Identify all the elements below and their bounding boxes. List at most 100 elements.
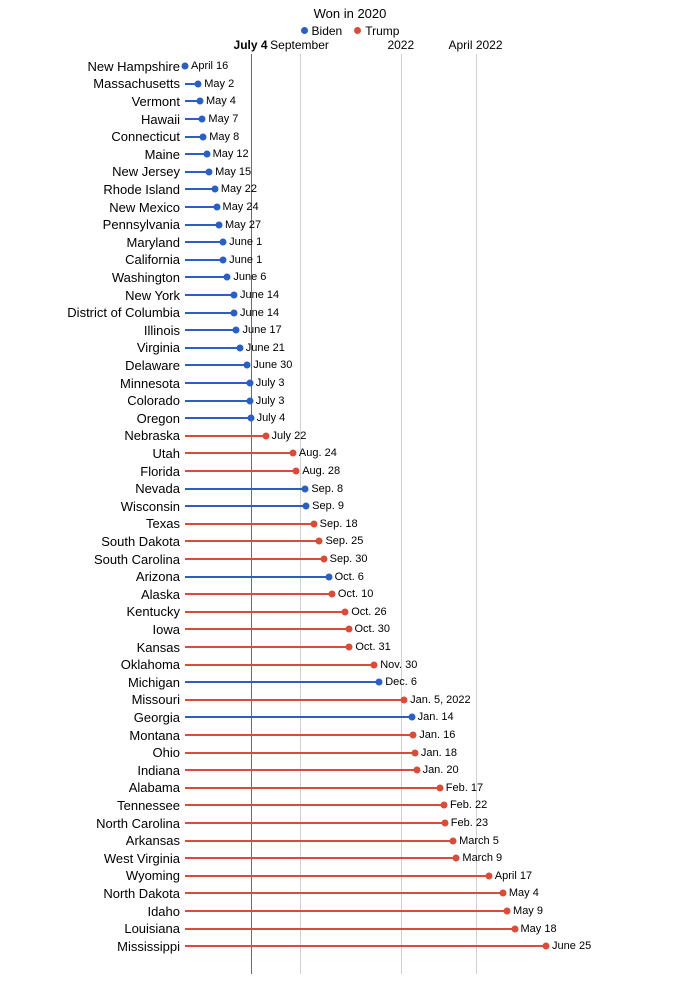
data-row: GeorgiaJan. 14	[0, 709, 700, 727]
state-label: Texas	[146, 516, 180, 531]
data-row: New MexicoMay 24	[0, 198, 700, 216]
data-point-dot	[230, 292, 237, 299]
state-label: New Jersey	[112, 164, 180, 179]
state-label: Michigan	[128, 675, 180, 690]
bar	[185, 910, 507, 912]
data-point-dot	[303, 503, 310, 510]
bar	[185, 329, 236, 331]
data-point-dot	[499, 890, 506, 897]
date-label: Feb. 17	[446, 782, 483, 794]
data-row: FloridaAug. 28	[0, 462, 700, 480]
state-label: Alabama	[129, 780, 180, 795]
date-label: June 30	[253, 359, 292, 371]
data-point-dot	[199, 116, 206, 123]
state-label: Arizona	[136, 569, 180, 584]
bar	[185, 840, 453, 842]
data-point-dot	[408, 714, 415, 721]
state-label: California	[125, 252, 180, 267]
bar	[185, 628, 349, 630]
data-row: KentuckyOct. 26	[0, 603, 700, 621]
chart-container: Won in 2020 Biden Trump July 4September20…	[0, 0, 700, 991]
bar	[185, 347, 240, 349]
bar	[185, 576, 329, 578]
data-row: TexasSep. 18	[0, 515, 700, 533]
date-label: Dec. 6	[385, 676, 417, 688]
data-point-dot	[302, 485, 309, 492]
date-label: Jan. 20	[423, 764, 459, 776]
data-row: South DakotaSep. 25	[0, 533, 700, 551]
data-row: IowaOct. 30	[0, 621, 700, 639]
chart-title: Won in 2020	[0, 0, 700, 21]
data-row: Michigan Dec. 6	[0, 674, 700, 692]
date-label: June 17	[242, 324, 281, 336]
axis-label: April 2022	[448, 38, 502, 52]
data-point-dot	[310, 520, 317, 527]
state-label: Florida	[140, 464, 180, 479]
date-label: Jan. 5, 2022	[410, 694, 471, 706]
date-label: July 22	[272, 430, 307, 442]
data-row: New HampshireApril 16	[0, 58, 700, 76]
data-point-dot	[436, 784, 443, 791]
data-point-dot	[200, 133, 207, 140]
bar	[185, 769, 417, 771]
legend-label: Trump	[365, 24, 399, 38]
data-point-dot	[543, 943, 550, 950]
data-point-dot	[213, 204, 220, 211]
state-label: Oregon	[137, 411, 180, 426]
date-label: Oct. 30	[355, 623, 390, 635]
data-point-dot	[342, 608, 349, 615]
data-row: WyomingApril 17	[0, 867, 700, 885]
date-label: Sep. 30	[330, 553, 368, 565]
data-row: District of ColumbiaJune 14	[0, 304, 700, 322]
data-row: MarylandJune 1	[0, 234, 700, 252]
bar	[185, 241, 223, 243]
data-point-dot	[316, 538, 323, 545]
data-point-dot	[511, 925, 518, 932]
date-label: July 3	[256, 395, 285, 407]
state-label: Pennsylvania	[103, 217, 180, 232]
state-label: Wisconsin	[121, 499, 180, 514]
date-label: Feb. 23	[451, 817, 488, 829]
state-label: Idaho	[147, 904, 180, 919]
data-point-dot	[325, 573, 332, 580]
state-label: Montana	[129, 728, 180, 743]
legend: Biden Trump	[0, 21, 700, 38]
state-label: Mississippi	[117, 939, 180, 954]
data-row: ArkansasMarch 5	[0, 832, 700, 850]
state-label: Indiana	[137, 763, 180, 778]
date-label: May 9	[513, 905, 543, 917]
state-label: Nebraska	[124, 428, 180, 443]
state-label: Nevada	[135, 481, 180, 496]
date-label: Oct. 6	[335, 571, 364, 583]
data-row: AlaskaOct. 10	[0, 586, 700, 604]
state-label: Hawaii	[141, 112, 180, 127]
data-row: New YorkJune 14	[0, 286, 700, 304]
data-point-dot	[247, 415, 254, 422]
bar	[185, 294, 234, 296]
plot-area: July 4September2022April 2022New Hampshi…	[0, 44, 700, 984]
data-point-dot	[410, 732, 417, 739]
date-label: Aug. 24	[299, 447, 337, 459]
bar	[185, 681, 379, 683]
date-label: June 25	[552, 940, 591, 952]
date-label: July 4	[257, 412, 286, 424]
state-label: Wyoming	[126, 868, 180, 883]
date-label: June 14	[240, 307, 279, 319]
data-point-dot	[230, 309, 237, 316]
data-point-dot	[195, 80, 202, 87]
date-label: Jan. 16	[419, 729, 455, 741]
bar	[185, 364, 247, 366]
data-point-dot	[450, 837, 457, 844]
date-label: Feb. 22	[450, 799, 487, 811]
data-point-dot	[413, 767, 420, 774]
data-point-dot	[244, 362, 251, 369]
legend-label: Biden	[312, 24, 343, 38]
data-point-dot	[206, 168, 213, 175]
date-label: April 16	[191, 60, 228, 72]
state-label: South Carolina	[94, 552, 180, 567]
state-label: Illinois	[144, 323, 180, 338]
data-point-dot	[453, 855, 460, 862]
date-label: June 6	[233, 271, 266, 283]
data-row: WashingtonJune 6	[0, 269, 700, 287]
data-row: Idaho May 9	[0, 902, 700, 920]
